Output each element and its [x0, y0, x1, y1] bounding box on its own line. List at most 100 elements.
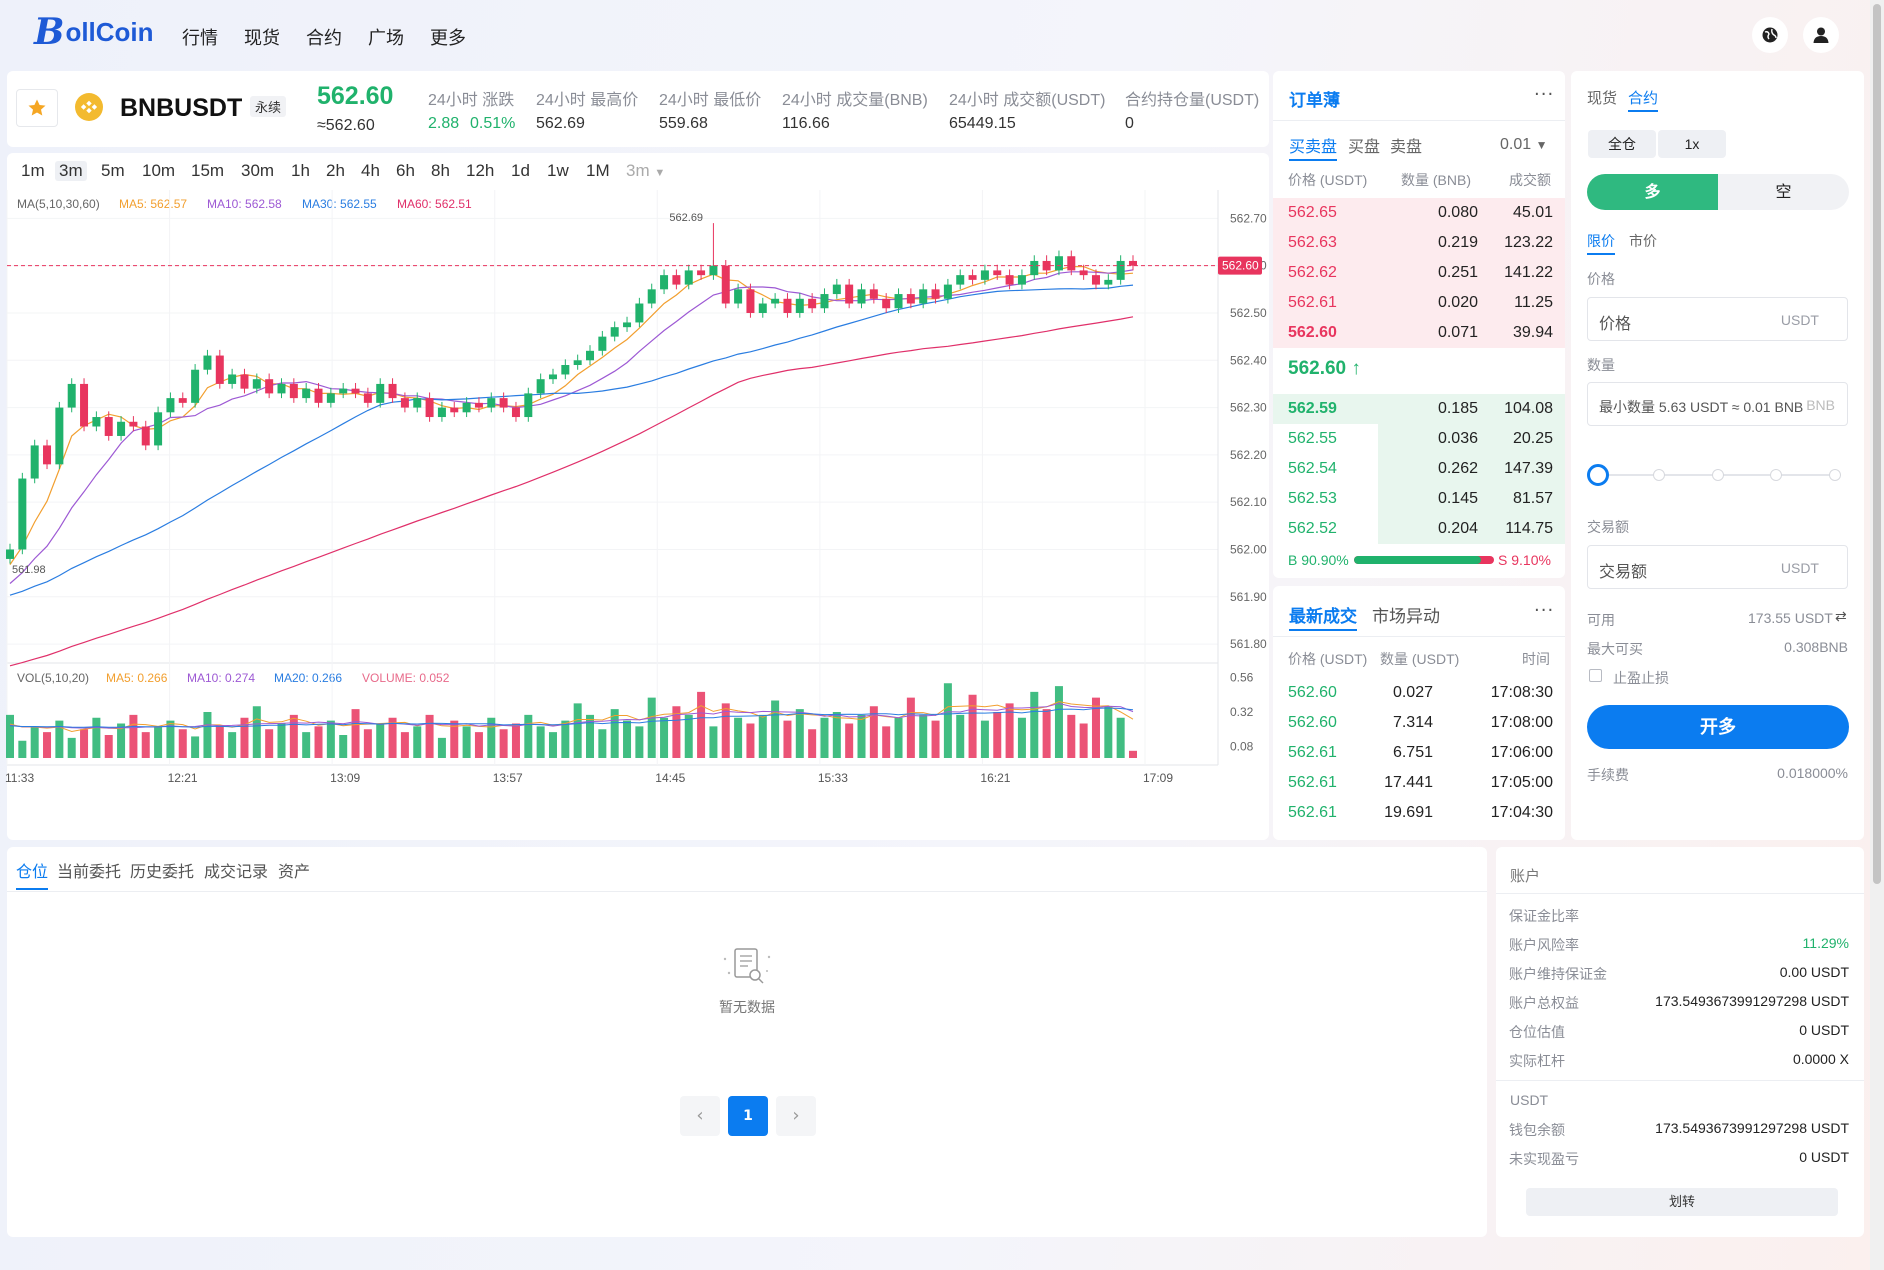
slider-step-100[interactable]	[1829, 469, 1841, 481]
volume-bar-up	[326, 720, 335, 758]
bid-row[interactable]: 562.55 0.036 20.25	[1273, 424, 1565, 454]
precision-select[interactable]: 0.01 ▼	[1500, 136, 1547, 154]
transfer-icon[interactable]: ⇄	[1835, 608, 1847, 624]
ask-row[interactable]: 562.65 0.080 45.01	[1273, 198, 1565, 228]
nav-item-square[interactable]: 广场	[368, 28, 404, 48]
ask-row[interactable]: 562.63 0.219 123.22	[1273, 228, 1565, 258]
interval-8h[interactable]: 8h	[431, 161, 450, 180]
ask-row[interactable]: 562.62 0.251 141.22	[1273, 258, 1565, 288]
transfer-button[interactable]: 划转	[1526, 1188, 1838, 1216]
interval-4h[interactable]: 4h	[361, 161, 380, 180]
nav-item-more[interactable]: 更多	[430, 28, 466, 48]
short-tab[interactable]: 空	[1718, 174, 1849, 210]
nav-item-market[interactable]: 行情	[182, 28, 218, 48]
candle-up	[635, 303, 644, 323]
tab-trade-history[interactable]: 成交记录	[204, 864, 269, 881]
volume-bar-down	[1129, 750, 1137, 758]
ob-header-price: 价格 (USDT)	[1288, 172, 1368, 188]
tab-latest-trades[interactable]: 最新成交	[1289, 602, 1357, 631]
orderbook-more-icon[interactable]: ···	[1534, 84, 1555, 105]
tab-spot[interactable]: 现货	[1587, 90, 1618, 107]
tab-assets[interactable]: 资产	[278, 864, 311, 881]
tab-bids[interactable]: 买盘	[1348, 139, 1381, 156]
interval-30m[interactable]: 30m	[241, 161, 275, 180]
bnb-coin-icon	[75, 93, 103, 121]
candle-down	[906, 294, 915, 304]
volume-bar-up	[795, 709, 804, 758]
scrollbar-thumb[interactable]	[1873, 4, 1881, 884]
qty-input[interactable]: 最小数量 5.63 USDT ≈ 0.01 BNB BNB	[1587, 382, 1848, 426]
interval-5m[interactable]: 5m	[101, 161, 125, 180]
interval-12h[interactable]: 12h	[466, 161, 495, 180]
x-tick-label: 17:09	[1143, 771, 1173, 785]
interval-6h[interactable]: 6h	[396, 161, 415, 180]
max-buy-value: 0.308BNB	[1784, 639, 1848, 655]
tab-market-alerts[interactable]: 市场异动	[1372, 607, 1440, 626]
tab-limit[interactable]: 限价	[1587, 231, 1615, 255]
bid-row[interactable]: 562.54 0.262 147.39	[1273, 454, 1565, 484]
trade-time: 17:06:00	[1490, 744, 1553, 761]
arrow-up-icon: ↑	[1351, 358, 1361, 379]
interval-dropdown[interactable]: 3m ▼	[622, 161, 669, 181]
interval-1m[interactable]: 1m	[21, 161, 45, 180]
leverage-button[interactable]: 1x	[1658, 130, 1726, 158]
interval-15m[interactable]: 15m	[191, 161, 225, 180]
ask-row[interactable]: 562.60 0.071 39.94	[1273, 318, 1565, 348]
trade-qty: 0.027	[1392, 684, 1433, 701]
candlestick-chart[interactable]: 562.70 562.60 562.50 562.40 562.30 562.20 562.…	[0, 0, 1270, 800]
amount-slider-handle[interactable]	[1587, 464, 1609, 486]
bid-row[interactable]: 562.53 0.145 81.57	[1273, 484, 1565, 514]
slider-step-75[interactable]	[1770, 469, 1782, 481]
tab-asks[interactable]: 卖盘	[1390, 139, 1423, 156]
tab-futures[interactable]: 合约	[1628, 87, 1659, 112]
interval-1w[interactable]: 1w	[547, 161, 569, 180]
tab-open-orders[interactable]: 当前委托	[57, 864, 122, 881]
slider-step-50[interactable]	[1712, 469, 1724, 481]
price-input[interactable]: 价格 USDT	[1587, 297, 1848, 341]
amount-input[interactable]: 交易额 USDT	[1587, 545, 1848, 589]
ob-header-total: 成交额	[1509, 172, 1551, 188]
pagination-prev-button[interactable]: ‹	[680, 1096, 720, 1136]
page-scrollbar[interactable]	[1870, 0, 1884, 1270]
nav-item-spot[interactable]: 现货	[244, 28, 280, 48]
candle-down	[511, 407, 520, 418]
amount-label: 交易额	[1587, 519, 1629, 535]
logo[interactable]: B ollCoin	[34, 11, 154, 53]
pagination-next-button[interactable]: ›	[776, 1096, 816, 1136]
nav-item-futures[interactable]: 合约	[306, 28, 342, 48]
tab-market[interactable]: 市价	[1629, 233, 1657, 249]
bid-row[interactable]: 562.59 0.185 104.08	[1273, 394, 1565, 424]
tab-order-history[interactable]: 历史委托	[130, 864, 195, 881]
stat-change-percent: 0.51%	[470, 115, 516, 132]
trades-more-icon[interactable]: ···	[1534, 600, 1555, 621]
account-row-value: 173.5493673991297298 USDT	[1655, 1120, 1849, 1136]
slider-step-25[interactable]	[1653, 469, 1665, 481]
price-placeholder: 价格	[1599, 316, 1632, 333]
globe-icon[interactable]	[1752, 17, 1788, 53]
tab-positions[interactable]: 仓位	[16, 858, 49, 890]
volume-bar-down	[721, 703, 730, 758]
caret-down-icon: ▼	[654, 167, 666, 179]
ask-row[interactable]: 562.61 0.020 11.25	[1273, 288, 1565, 318]
user-icon[interactable]	[1803, 17, 1839, 53]
interval-3m[interactable]: 3m	[55, 161, 87, 181]
volume-bar-up	[894, 717, 903, 758]
interval-1h[interactable]: 1h	[291, 161, 310, 180]
favorite-button[interactable]	[16, 89, 58, 127]
tab-both-sides[interactable]: 买卖盘	[1289, 133, 1338, 161]
interval-1M[interactable]: 1M	[586, 161, 610, 180]
open-long-button[interactable]: 开多	[1587, 705, 1849, 749]
ask-depth-bar	[1273, 318, 1565, 348]
long-tab[interactable]: 多	[1587, 174, 1718, 210]
candle-up	[709, 265, 718, 276]
tpsl-checkbox[interactable]	[1589, 669, 1602, 682]
interval-10m[interactable]: 10m	[142, 161, 176, 180]
candle-down	[351, 388, 360, 394]
pagination-page-1[interactable]: 1	[728, 1096, 768, 1136]
interval-1d[interactable]: 1d	[511, 161, 530, 180]
vol-legend-volume: VOLUME: 0.052	[362, 671, 450, 685]
interval-2h[interactable]: 2h	[326, 161, 345, 180]
candle-up	[277, 383, 286, 394]
bid-row[interactable]: 562.52 0.204 114.75	[1273, 514, 1565, 544]
margin-mode-button[interactable]: 全仓	[1588, 130, 1656, 158]
